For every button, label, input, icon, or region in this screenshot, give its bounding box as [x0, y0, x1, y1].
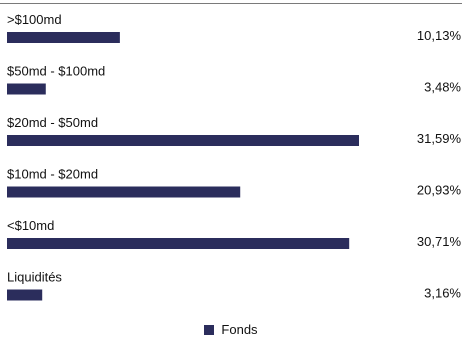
bar-row: $10md - $20md 20,93% [7, 167, 461, 198]
bar [7, 238, 350, 249]
bar-row: Liquidités 3,16% [7, 270, 461, 301]
value-label: 20,93% [417, 183, 462, 198]
legend: Fonds [0, 322, 462, 337]
value-label: 10,13% [417, 28, 462, 43]
bar [7, 83, 46, 95]
value-label: 31,59% [417, 131, 462, 146]
bar [7, 186, 241, 198]
legend-swatch [204, 324, 215, 335]
value-label: 30,71% [417, 234, 462, 249]
category-label: >$100md [7, 12, 62, 27]
top-rule [0, 3, 462, 4]
value-label: 3,48% [424, 80, 461, 95]
bar [7, 135, 359, 146]
category-label: $20md - $50md [7, 115, 98, 130]
bar-row: >$100md 10,13% [7, 12, 461, 43]
legend-label: Fonds [221, 322, 258, 337]
category-label: $10md - $20md [7, 167, 98, 182]
category-label: <$10md [7, 218, 54, 233]
bar [7, 289, 43, 301]
category-label: Liquidités [7, 270, 62, 285]
bar [7, 32, 120, 43]
bar-row: <$10md 30,71% [7, 218, 461, 249]
bar-row: $20md - $50md 31,59% [7, 115, 461, 146]
bar-row: $50md - $100md 3,48% [7, 64, 461, 95]
value-label: 3,16% [424, 286, 461, 301]
category-label: $50md - $100md [7, 64, 105, 79]
